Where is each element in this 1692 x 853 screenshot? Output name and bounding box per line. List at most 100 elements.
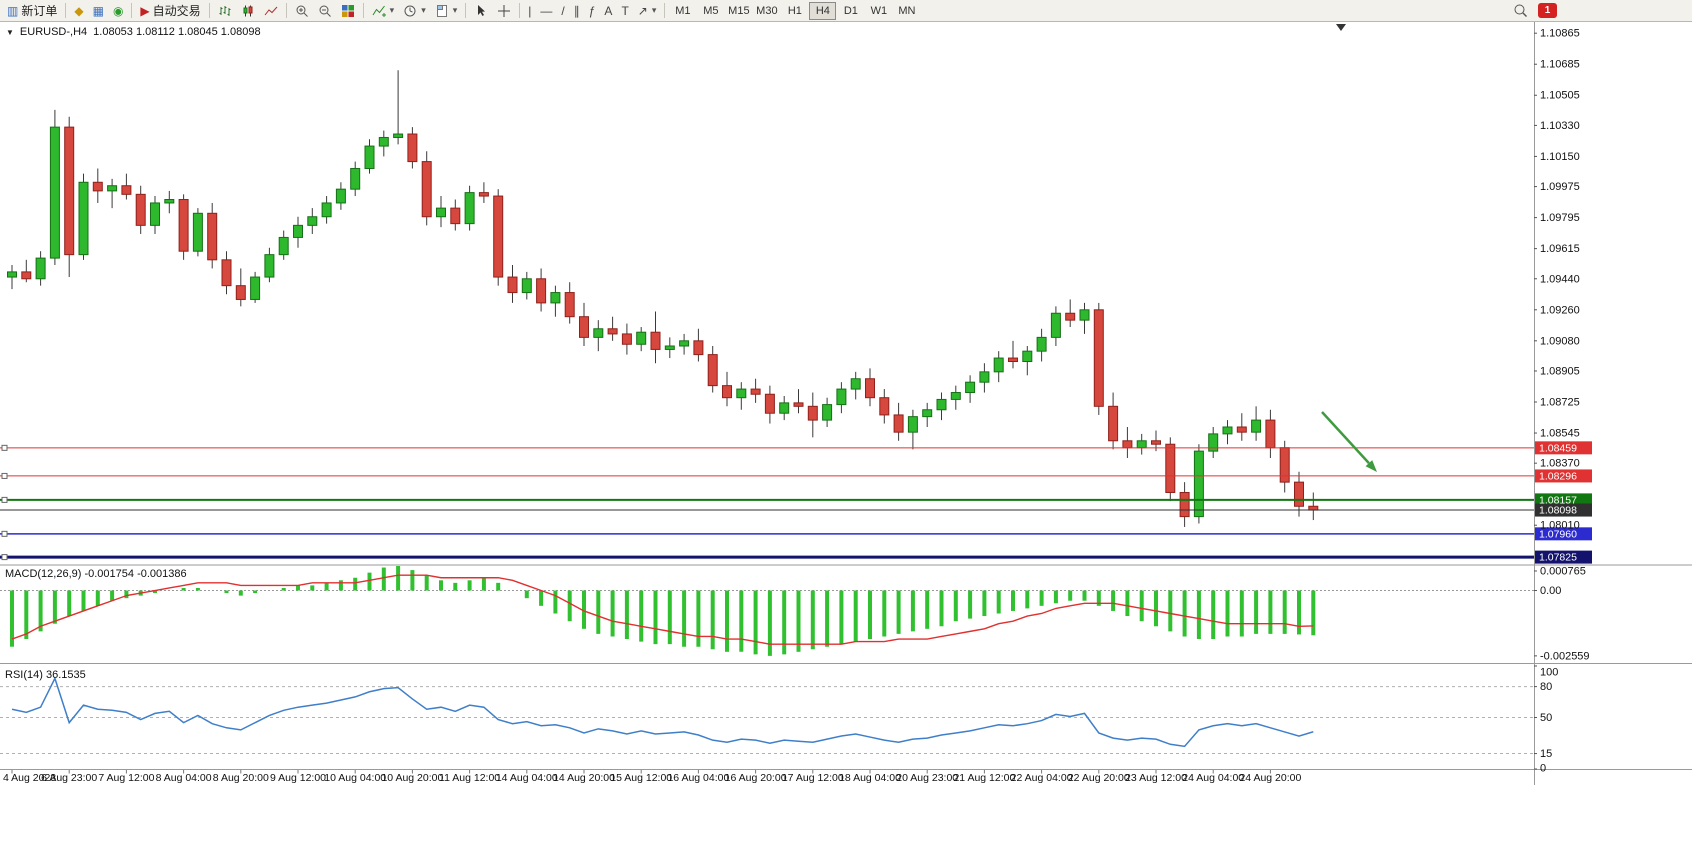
price-tick-label: 1.10150: [1540, 151, 1580, 163]
timeframe-h1-button[interactable]: H1: [781, 2, 808, 20]
timeframe-mn-button[interactable]: MN: [893, 2, 920, 20]
dropdown-caret-icon: ▾: [452, 5, 458, 15]
horizontal-line-icon: —: [540, 3, 553, 18]
price-tick-label: 1.08010: [1540, 520, 1580, 532]
zoom-in-button[interactable]: [291, 1, 313, 21]
periods-clock-icon: [404, 5, 416, 16]
navigator-button[interactable]: ◉: [109, 1, 127, 21]
zoom-out-button[interactable]: [314, 1, 336, 21]
price-tag: [1535, 441, 1592, 455]
time-tick-label: 10 Aug 04:00: [324, 772, 386, 784]
panel-frame: [0, 22, 1692, 785]
timeframe-m15-button[interactable]: M15: [725, 2, 752, 20]
rsi-tick-label: 0: [1540, 763, 1546, 775]
arrows-icon: ↗: [637, 3, 648, 18]
time-tick-label: 16 Aug 20:00: [725, 772, 787, 784]
price-tick-label: 1.08370: [1540, 458, 1580, 470]
chart-title-bar: ▼ EURUSD-,H4 1.08053 1.08112 1.08045 1.0…: [6, 26, 261, 38]
horizontal-lines-layer[interactable]: [0, 441, 1592, 564]
time-tick-label: 14 Aug 20:00: [553, 772, 615, 784]
macd-tick-label: 0.00: [1540, 585, 1561, 597]
trendline-tool-button[interactable]: /: [557, 1, 568, 21]
rsi-tick-label: 100: [1540, 667, 1558, 679]
candles-layer: [7, 70, 1319, 527]
bar-chart-button[interactable]: [214, 1, 236, 21]
text-tool-button[interactable]: A: [600, 1, 616, 21]
search-button[interactable]: [1509, 1, 1532, 21]
fibonacci-icon: ƒ: [588, 3, 596, 18]
arrows-tool-button[interactable]: ↗ ▾: [634, 1, 661, 21]
line-chart-icon: [264, 6, 278, 15]
fibonacci-tool-button[interactable]: ƒ: [585, 1, 600, 21]
channel-tool-button[interactable]: ∥: [570, 1, 584, 21]
autotrading-button[interactable]: ▶ 自动交易: [136, 1, 204, 21]
cursor-tool-button[interactable]: [470, 1, 492, 21]
timeframe-h4-button[interactable]: H4: [809, 1, 837, 20]
price-tag-label: 1.08157: [1539, 494, 1577, 506]
dropdown-caret-icon: ▾: [389, 5, 395, 15]
tile-windows-button[interactable]: [337, 1, 359, 21]
price-tick-label: 1.10685: [1540, 59, 1580, 71]
time-tick-label: 10 Aug 20:00: [381, 772, 443, 784]
periods-button[interactable]: ▾: [399, 1, 430, 21]
new-order-label: 新订单: [21, 4, 58, 18]
timeframe-m5-button[interactable]: M5: [697, 2, 724, 20]
price-tick-label: 1.09795: [1540, 212, 1580, 224]
time-tick-label: 9 Aug 12:00: [270, 772, 326, 784]
new-order-button[interactable]: ▥ 新订单: [3, 1, 61, 21]
price-tag-label: 1.08459: [1539, 442, 1577, 454]
macd-signal-line: [11, 574, 1314, 645]
timeframe-m30-button[interactable]: M30: [753, 2, 780, 20]
time-tick-label: 17 Aug 12:00: [782, 772, 844, 784]
notification-badge[interactable]: 1: [1538, 3, 1557, 18]
symbol-timeframe-label: EURUSD-,H4: [19, 26, 88, 38]
time-tick-label: 22 Aug 04:00: [1011, 772, 1073, 784]
crosshair-tool-button[interactable]: [493, 1, 515, 21]
toolbar-separator: [65, 3, 67, 18]
price-tick-label: 1.09975: [1540, 181, 1580, 193]
toolbar: ▥ 新订单 ◆ ▦ ◉ ▶ 自动交易: [0, 0, 1692, 22]
price-tick-label: 1.09080: [1540, 335, 1580, 347]
templates-button[interactable]: ▾: [431, 1, 462, 21]
candlestick-chart-button[interactable]: [237, 1, 259, 21]
toolbar-separator: [465, 3, 467, 18]
timeframe-m1-button[interactable]: M1: [669, 2, 696, 20]
timeframe-w1-button[interactable]: W1: [865, 2, 892, 20]
price-tag-label: 1.08098: [1539, 505, 1577, 517]
time-tick-label: 14 Aug 04:00: [496, 772, 558, 784]
price-tick-label: 1.08905: [1540, 365, 1580, 377]
label-tool-button[interactable]: T: [617, 1, 632, 21]
chart-shift-marker-icon[interactable]: [1336, 24, 1346, 31]
macd-indicator-label: MACD(12,26,9) -0.001754 -0.001386: [5, 568, 187, 580]
templates-icon: [436, 4, 447, 17]
price-tag-label: 1.08296: [1539, 470, 1577, 482]
horizontal-line-tool-button[interactable]: —: [536, 1, 556, 21]
time-tick-label: 8 Aug 04:00: [156, 772, 212, 784]
rsi-tick-label: 15: [1540, 748, 1552, 760]
toolbar-separator: [208, 3, 210, 18]
vertical-line-tool-button[interactable]: |: [524, 1, 535, 21]
price-tag-label: 1.07825: [1539, 552, 1577, 564]
price-tag: [1535, 527, 1592, 541]
trendline-icon: /: [561, 3, 565, 18]
toolbar-separator: [131, 3, 133, 18]
toolbar-right-group: 1: [1509, 1, 1557, 21]
arrow-annotation[interactable]: [1321, 411, 1377, 472]
time-tick-label: 11 Aug 12:00: [439, 772, 500, 784]
line-chart-button[interactable]: [260, 1, 282, 21]
cursor-icon: [478, 4, 486, 16]
indicators-button[interactable]: ▾: [368, 1, 399, 21]
chart-menu-triangle-icon[interactable]: ▼: [6, 27, 14, 37]
candlestick-chart-icon: [243, 5, 253, 16]
price-tag-label: 1.07960: [1539, 528, 1577, 540]
timeframe-d1-button[interactable]: D1: [837, 2, 864, 20]
time-tick-label: 15 Aug 12:00: [610, 772, 672, 784]
dropdown-caret-icon: ▾: [421, 5, 426, 15]
rsi-line: [11, 676, 1314, 748]
data-window-button[interactable]: ▦: [89, 1, 108, 21]
crosshair-icon: [498, 4, 511, 17]
market-watch-button[interactable]: ◆: [70, 1, 87, 21]
time-tick-label: 7 Aug 12:00: [98, 772, 154, 784]
